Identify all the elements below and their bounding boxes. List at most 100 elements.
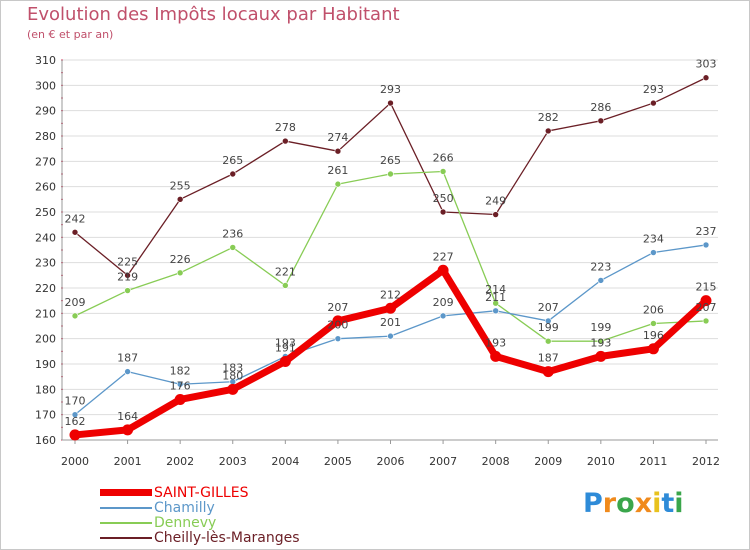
data-label: 214 bbox=[485, 283, 506, 296]
y-tick-label: 220 bbox=[35, 282, 56, 295]
data-label: 193 bbox=[590, 336, 611, 349]
data-label: 293 bbox=[380, 83, 401, 96]
data-point bbox=[650, 249, 657, 256]
proxiti-logo: Proxiti bbox=[583, 488, 684, 519]
data-label: 265 bbox=[222, 154, 243, 167]
data-label: 223 bbox=[590, 260, 611, 273]
logo-letter: x bbox=[634, 488, 653, 519]
data-label: 250 bbox=[433, 192, 454, 205]
legend-swatch bbox=[100, 489, 152, 496]
data-point bbox=[544, 317, 552, 325]
data-label: 193 bbox=[485, 336, 506, 349]
y-tick-label: 300 bbox=[35, 79, 56, 92]
data-label: 237 bbox=[696, 225, 717, 238]
y-tick-label: 250 bbox=[35, 206, 56, 219]
logo-letter: P bbox=[583, 488, 603, 519]
data-point bbox=[492, 211, 499, 218]
y-tick-label: 180 bbox=[35, 383, 56, 396]
y-tick-label: 240 bbox=[35, 231, 56, 244]
data-point bbox=[439, 312, 447, 320]
data-label: 219 bbox=[117, 271, 138, 284]
y-tick-label: 200 bbox=[35, 333, 56, 346]
data-label: 282 bbox=[538, 111, 559, 124]
y-tick-label: 260 bbox=[35, 181, 56, 194]
data-point bbox=[492, 307, 499, 315]
data-point bbox=[492, 299, 499, 307]
data-point bbox=[124, 368, 131, 375]
data-label: 215 bbox=[696, 281, 717, 294]
data-label: 164 bbox=[117, 410, 138, 423]
data-point bbox=[702, 74, 710, 82]
data-point bbox=[174, 393, 186, 405]
data-point bbox=[229, 244, 237, 251]
data-point bbox=[702, 241, 710, 249]
data-point bbox=[647, 343, 659, 355]
data-point bbox=[650, 99, 657, 107]
data-label: 187 bbox=[117, 352, 138, 365]
y-tick-label: 270 bbox=[35, 155, 56, 168]
data-point bbox=[650, 320, 657, 327]
data-label: 182 bbox=[170, 364, 191, 377]
data-point bbox=[597, 337, 605, 345]
data-label: 236 bbox=[222, 227, 243, 240]
x-tick-label: 2004 bbox=[271, 455, 299, 468]
logo-letter: r bbox=[602, 488, 617, 519]
data-label: 211 bbox=[485, 291, 506, 304]
data-label: 170 bbox=[65, 395, 86, 408]
logo-letter: i bbox=[674, 488, 684, 519]
data-point bbox=[387, 99, 394, 107]
data-label: 212 bbox=[380, 288, 401, 301]
data-point bbox=[334, 335, 342, 342]
legend-label: Chamilly bbox=[154, 500, 215, 516]
data-point bbox=[334, 147, 342, 155]
data-label: 209 bbox=[65, 296, 86, 309]
legend-swatch bbox=[100, 507, 152, 509]
data-label: 206 bbox=[643, 303, 664, 316]
logo-letter: i bbox=[652, 488, 662, 519]
data-label: 261 bbox=[327, 164, 348, 177]
data-label: 227 bbox=[433, 250, 454, 263]
x-tick-label: 2002 bbox=[166, 455, 194, 468]
data-label: 255 bbox=[170, 179, 191, 192]
data-point bbox=[595, 350, 607, 362]
data-point bbox=[544, 127, 552, 135]
x-tick-label: 2003 bbox=[219, 455, 247, 468]
data-point bbox=[437, 264, 449, 276]
data-label: 225 bbox=[117, 255, 138, 268]
data-label: 196 bbox=[643, 329, 664, 342]
data-label: 187 bbox=[538, 352, 559, 365]
x-tick-label: 2005 bbox=[324, 455, 352, 468]
y-tick-label: 310 bbox=[35, 54, 56, 67]
data-label: 199 bbox=[538, 321, 559, 334]
data-point bbox=[124, 287, 131, 294]
data-point bbox=[69, 429, 81, 441]
data-point bbox=[282, 137, 289, 145]
data-point bbox=[176, 196, 184, 203]
data-point bbox=[334, 180, 342, 188]
data-point bbox=[227, 383, 239, 395]
data-label: 183 bbox=[222, 362, 243, 375]
data-point bbox=[71, 228, 79, 236]
data-point bbox=[544, 337, 552, 345]
y-tick-label: 230 bbox=[35, 257, 56, 270]
data-label: 191 bbox=[275, 341, 296, 354]
x-tick-label: 2006 bbox=[377, 455, 405, 468]
y-tick-label: 170 bbox=[35, 409, 56, 422]
data-label: 242 bbox=[65, 212, 86, 225]
data-point bbox=[490, 350, 502, 362]
data-point bbox=[597, 277, 605, 284]
data-label: 176 bbox=[170, 379, 191, 392]
data-point bbox=[279, 355, 291, 367]
data-label: 278 bbox=[275, 121, 296, 134]
x-tick-label: 2000 bbox=[61, 455, 89, 468]
data-point bbox=[282, 282, 289, 289]
data-label: 207 bbox=[538, 301, 559, 314]
x-tick-label: 2009 bbox=[534, 455, 562, 468]
x-tick-label: 2007 bbox=[429, 455, 457, 468]
data-label: 286 bbox=[590, 101, 611, 114]
data-point bbox=[387, 332, 394, 340]
legend-swatch bbox=[100, 537, 152, 539]
x-tick-label: 2008 bbox=[482, 455, 510, 468]
data-point bbox=[124, 272, 131, 279]
